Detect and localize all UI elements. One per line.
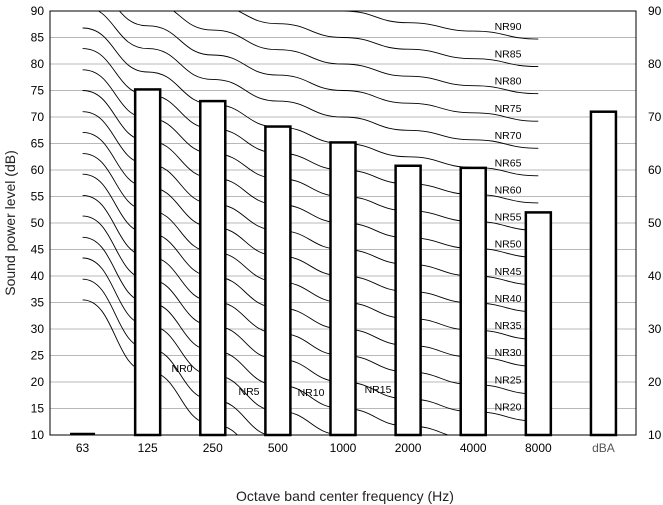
nr-curve-nr85 <box>237 11 539 68</box>
x-tick-label: 2000 <box>395 441 422 455</box>
bar-1000 <box>329 141 357 437</box>
right-y-tick-label: 80 <box>648 57 662 71</box>
nr-curve-labels: NR0 NR5 NR10 NR15 NR20 NR25 NR30 NR35 NR40 NR45 NR… <box>171 21 521 414</box>
right-y-tick-label: 50 <box>648 216 662 230</box>
nr-curve-nr75 <box>118 11 539 122</box>
right-y-tick-label: 90 <box>648 4 662 18</box>
x-tick-label: 250 <box>203 441 223 455</box>
nr-label-nr80: NR80 <box>495 76 522 88</box>
y-tick-label: 15 <box>31 402 45 416</box>
nr-label-nr35: NR35 <box>495 320 522 332</box>
bar-dBA <box>589 110 618 437</box>
y-tick-label: 60 <box>31 163 45 177</box>
nr-label-nr25: NR25 <box>495 375 522 387</box>
nr-label-nr15: NR15 <box>365 384 392 396</box>
right-y-tick-label: 40 <box>648 269 662 283</box>
x-tick-label: 4000 <box>460 441 487 455</box>
right-y-tick-label: 70 <box>648 110 662 124</box>
bar-250 <box>199 99 227 437</box>
y-tick-label: 70 <box>31 110 45 124</box>
nr-label-nr45: NR45 <box>495 266 522 278</box>
x-tick-label: 8000 <box>525 441 552 455</box>
nr-label-nr20: NR20 <box>495 402 522 414</box>
right-y-axis: 10 20 30 40 50 60 70 80 90 <box>648 4 662 442</box>
bar-4000 <box>459 166 487 437</box>
x-tick-label: 63 <box>76 441 90 455</box>
right-y-tick-label: 10 <box>648 428 662 442</box>
y-tick-label: 80 <box>31 57 45 71</box>
nr-label-nr85: NR85 <box>495 49 522 61</box>
nr-label-nr10: NR10 <box>298 387 325 399</box>
y-axis-title: Sound power level (dB) <box>2 150 18 296</box>
x-axis-title: Octave band center frequency (Hz) <box>236 488 454 504</box>
nr-curve-nr90 <box>333 11 539 40</box>
nr-label-nr70: NR70 <box>495 130 522 142</box>
nr-label-nr60: NR60 <box>495 184 522 196</box>
right-y-tick-label: 60 <box>648 163 662 177</box>
nr-curve-nr80 <box>172 11 539 95</box>
y-tick-label: 40 <box>31 269 45 283</box>
left-y-axis: 10 15 20 25 30 35 40 45 50 55 60 65 70 75 80 85 90 <box>31 4 45 442</box>
nr-label-nr40: NR40 <box>495 293 522 305</box>
plot-frame <box>49 10 637 436</box>
nr-label-nr90: NR90 <box>495 21 522 33</box>
y-tick-label: 30 <box>31 322 45 336</box>
nr-label-nr65: NR65 <box>495 157 522 169</box>
y-tick-label: 10 <box>31 428 45 442</box>
y-tick-label: 65 <box>31 137 45 151</box>
y-tick-label: 45 <box>31 243 45 257</box>
bar-125 <box>133 88 162 437</box>
nr-curve-nr65 <box>82 27 539 177</box>
x-tick-label: 1000 <box>330 441 357 455</box>
y-tick-label: 35 <box>31 296 45 310</box>
nr-label-nr55: NR55 <box>495 211 522 223</box>
y-tick-label: 85 <box>31 31 45 45</box>
y-tick-label: 20 <box>31 375 45 389</box>
x-tick-label: 500 <box>268 441 288 455</box>
nr-curve-nr70 <box>97 11 539 149</box>
right-y-tick-label: 30 <box>648 322 662 336</box>
bar-2000 <box>394 164 422 437</box>
nr-label-nr0: NR0 <box>171 363 192 375</box>
nr-label-nr5: NR5 <box>238 386 259 398</box>
bar-500 <box>264 125 292 437</box>
x-axis: 63 125 250 500 1000 2000 4000 8000 dBA <box>76 441 615 455</box>
x-tick-label: dBA <box>592 441 615 455</box>
x-tick-label: 125 <box>138 441 158 455</box>
nr-label-nr30: NR30 <box>495 347 522 359</box>
y-tick-label: 55 <box>31 190 45 204</box>
bars <box>70 88 618 437</box>
y-tick-label: 25 <box>31 349 45 363</box>
nr-label-nr75: NR75 <box>495 103 522 115</box>
right-y-tick-label: 20 <box>648 375 662 389</box>
y-tick-label: 75 <box>31 84 45 98</box>
y-tick-label: 50 <box>31 216 45 230</box>
bar-8000 <box>524 211 553 437</box>
y-tick-label: 90 <box>31 4 45 18</box>
nr-label-nr50: NR50 <box>495 238 522 250</box>
